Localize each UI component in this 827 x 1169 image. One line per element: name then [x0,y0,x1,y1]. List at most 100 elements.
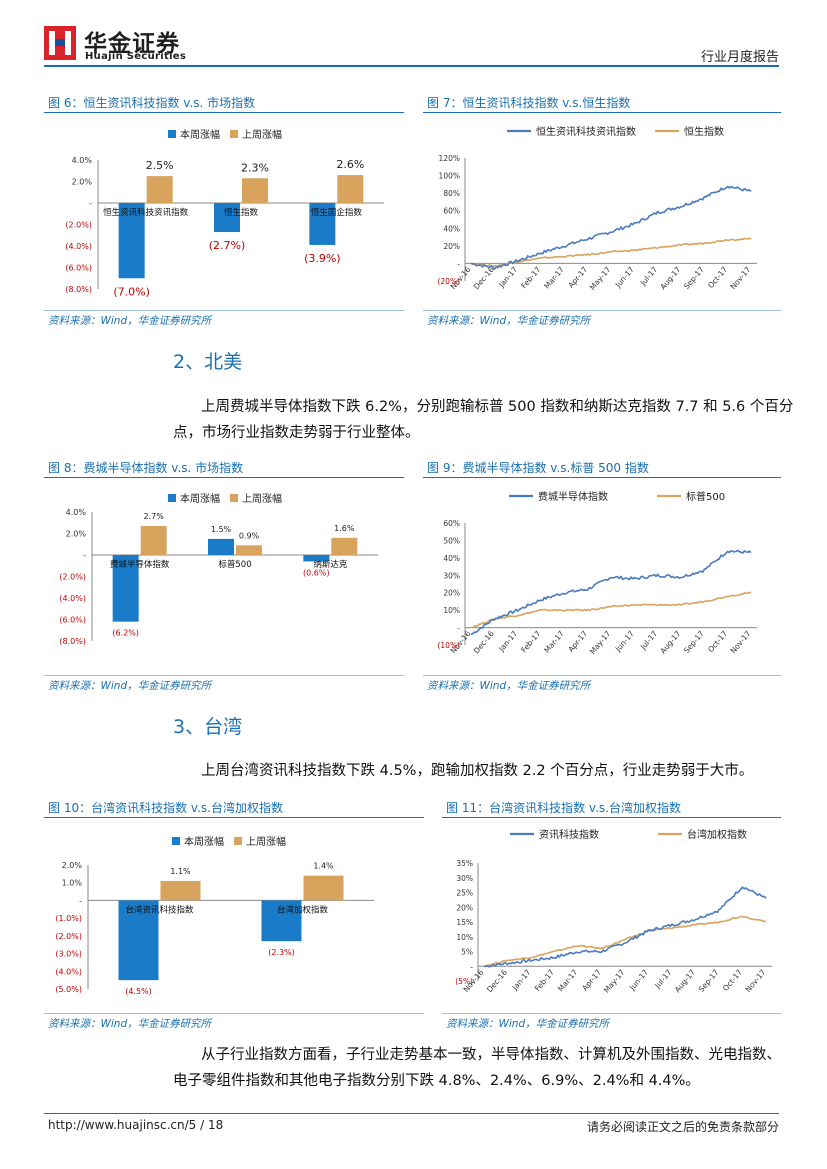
y-tick-label: 120% [439,154,460,163]
data-label: 2.3% [241,161,269,174]
legend-swatch [168,130,176,138]
brand-name: 华金证券 [84,31,180,57]
fig9-source-rule [423,675,781,676]
series-line-secondary [470,591,752,629]
x-tick-label: Nov-17 [743,968,767,994]
legend-label: 本周涨幅 [184,835,224,848]
legend-swatch [234,837,242,845]
y-tick-label: - [457,624,460,633]
y-tick-label: (6.0%) [65,264,92,273]
y-tick-label: (8.0%) [59,637,86,646]
bar-last-week [140,525,167,555]
legend-swatch [168,494,176,502]
legend-label: 标普500 [686,490,725,503]
x-tick-label: Jun-17 [613,629,636,654]
series-line-secondary [483,915,767,968]
y-tick-label: (3.0%) [55,950,82,959]
series-line-primary [470,185,752,270]
x-tick-label: Aug-17 [658,265,682,292]
legend-swatch [172,837,180,845]
bar-last-week [331,537,358,555]
legend-swatch [230,130,238,138]
x-tick-label: Mar-17 [542,265,566,291]
x-tick-label: Sep-17 [697,968,721,994]
category-label: 恒生指数 [224,207,259,218]
fig8-source-rule [44,675,404,676]
legend-label: 上周涨幅 [242,128,282,141]
y-tick-label: - [470,962,473,971]
fig8-title: 图 8：费城半导体指数 v.s. 市场指数 [48,461,244,475]
bar-this-week [261,900,302,942]
x-tick-label: Oct-17 [706,265,729,290]
y-tick-label: 40% [443,554,460,563]
fig11-source: 资料来源：Wind，华金证券研究所 [446,1018,610,1030]
x-tick-label: Mar-17 [556,968,580,994]
x-tick-label: Sep-17 [682,265,706,291]
fig8-chart: 4.0% 2.0% - (2.0%) (4.0%) (6.0%) (8.0%) 本周涨幅 上周涨… [59,492,378,646]
legend-label: 恒生资讯科技资讯指数 [536,125,636,138]
y-tick-label: (4.0%) [65,242,92,251]
fig7-title: 图 7：恒生资讯科技指数 v.s.恒生指数 [427,96,631,110]
x-tick-label: Oct-17 [721,968,744,993]
y-tick-label: 5% [461,948,473,957]
y-tick-label: (5%) [455,977,473,986]
bar-this-week [118,900,159,981]
brand-name-en: Huajin Securities [85,51,187,62]
category-label: 恒生资讯科技资讯指数 [103,207,189,218]
bar-this-week [303,555,330,562]
fig11-source-rule [442,1013,781,1014]
fig10-source-rule [44,1013,424,1014]
x-tick-label: Apr-17 [566,265,589,290]
y-tick-label: 15% [456,918,473,927]
y-tick-label: (1.0%) [55,914,82,923]
x-tick-label: Aug-17 [658,629,682,656]
category-label: 标普500 [218,559,251,570]
x-tick-label: Jan-17 [510,968,533,993]
y-tick-label: (8.0%) [65,285,92,294]
y-tick-label: (2.0%) [59,573,86,582]
category-label: 费城半导体指数 [110,559,170,570]
fig7-title-rule [423,112,781,113]
fig7-source: 资料来源：Wind，华金证券研究所 [427,315,591,327]
sub-industry-para-line1: 从子行业指数方面看，子行业走势基本一致，半导体指数、计算机及外围指数、光电指数、 [201,1047,781,1063]
y-tick-label: (5.0%) [55,985,82,994]
y-tick-label: 30% [456,874,473,883]
data-label: (3.9%) [304,252,341,265]
x-tick-label: Jul-17 [638,265,659,288]
fig10-title: 图 10：台湾资讯科技指数 v.s.台湾加权指数 [48,801,283,815]
data-label: 2.5% [146,159,174,172]
y-tick-label: 40% [443,224,460,233]
y-tick-label: - [89,199,92,208]
fig9-chart: 60% 50% 40% 30% 20% 10% - (10%) 费城半导体指数 标普500 Nov-… [437,490,757,656]
fig11-chart: 35% 30% 25% 20% 15% 10% 5% - (5%) 资讯科技指数 台湾加权指数 Nov… [455,828,772,995]
y-tick-label: (20%) [437,277,460,286]
y-tick-label: 2.0% [66,530,87,539]
series-line-primary [483,886,767,968]
category-label: 台湾资讯科技指数 [125,904,194,915]
y-tick-label: (4.0%) [59,594,86,603]
y-tick-label: 20% [456,903,473,912]
section-heading-north-america: 2、北美 [173,351,243,373]
y-tick-label: (6.0%) [59,616,86,625]
y-tick-label: 100% [439,172,460,181]
fig7-source-rule [423,310,781,311]
category-label: 纳斯达克 [313,559,348,570]
footer-disclaimer: 请务必阅读正文之后的免责条款部分 [586,1120,779,1134]
footer-url[interactable]: http://www.huajinsc.cn/5 / 18 [48,1118,224,1132]
y-tick-label: (10%) [437,641,460,650]
y-tick-label: (2.0%) [65,221,92,230]
x-tick-label: May-17 [588,629,613,656]
fig8-title-rule [44,477,404,478]
bar-last-week [303,875,344,901]
footer-divider [44,1113,779,1114]
bar-last-week [242,178,268,203]
data-label: (6.2%) [112,629,139,638]
y-tick-label: 20% [443,589,460,598]
y-tick-label: 4.0% [72,156,93,165]
header-divider [44,65,779,67]
y-tick-label: - [83,551,86,560]
fig8-source: 资料来源：Wind，华金证券研究所 [48,680,212,692]
fig9-title-rule [423,477,781,478]
fig10-title-rule [44,817,424,818]
y-tick-label: 60% [443,207,460,216]
